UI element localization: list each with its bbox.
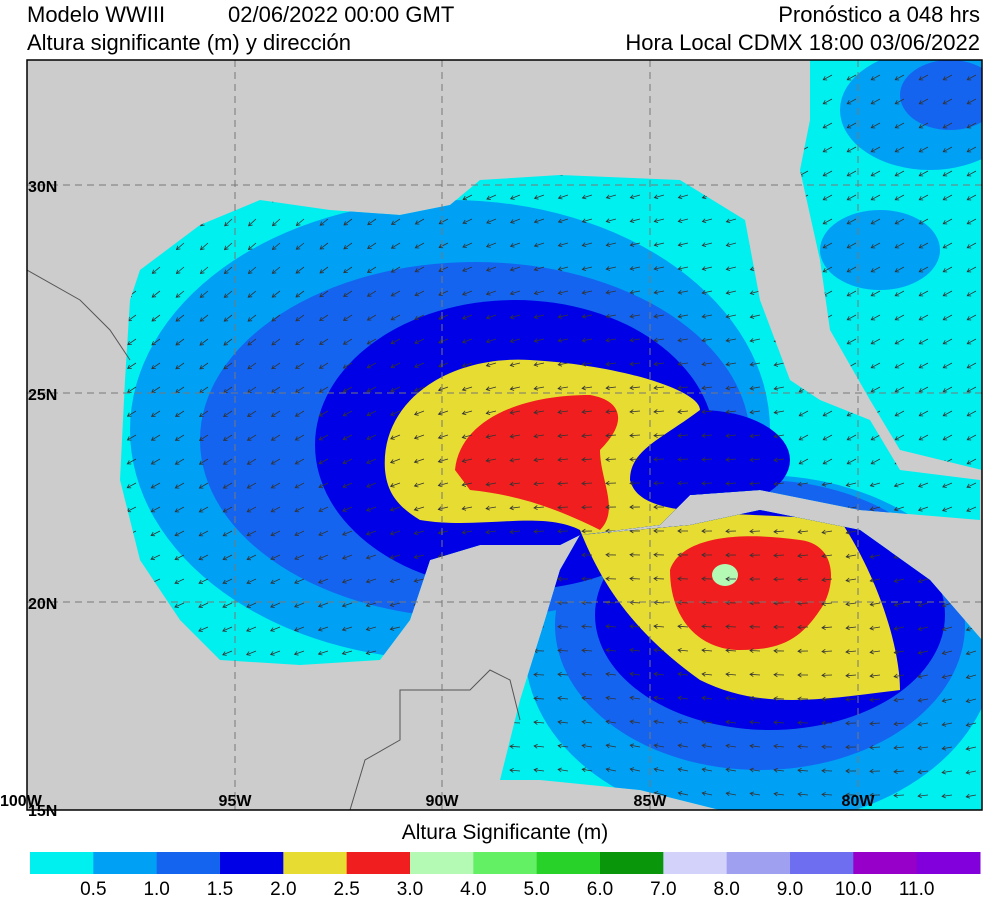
- colorbar-label: 2.0: [270, 879, 296, 898]
- colorbar-label: 6.0: [587, 879, 613, 898]
- lat-label: 15N: [28, 803, 57, 820]
- colorbar-label: 10.0: [835, 879, 872, 898]
- borders: [27, 269, 521, 810]
- map: [27, 60, 982, 810]
- lon-label: 85W: [634, 793, 668, 810]
- band-6: [712, 564, 738, 586]
- colorbar-label: 5.0: [523, 879, 549, 898]
- colorbar-swatch: [536, 852, 601, 874]
- colorbar-label: 11.0: [899, 879, 935, 898]
- lat-label: 30N: [28, 179, 57, 196]
- colorbar-swatch: [283, 852, 348, 874]
- colorbar-title: Altura Significante (m): [402, 821, 609, 844]
- lat-label: 20N: [28, 596, 57, 613]
- lon-label: 100W: [0, 793, 43, 810]
- colorbar-swatch: [473, 852, 538, 874]
- colorbar-swatch: [600, 852, 664, 874]
- colorbar-swatch: [790, 852, 854, 874]
- local-time: Hora Local CDMX 18:00 03/06/2022: [625, 30, 980, 55]
- subtitle: Altura significante (m) y dirección: [27, 30, 351, 55]
- colorbar-label: 8.0: [713, 879, 739, 898]
- colorbar-label: 1.0: [143, 879, 169, 898]
- lon-label: 95W: [219, 793, 253, 810]
- run-date: 02/06/2022 00:00 GMT: [228, 2, 454, 27]
- colorbar-swatch: [93, 852, 158, 874]
- colorbar-swatch: [156, 852, 221, 874]
- lon-label: 80W: [842, 793, 876, 810]
- colorbar-swatch: [30, 852, 94, 874]
- colorbar-label: 7.0: [650, 879, 676, 898]
- colorbar-swatch: [663, 852, 728, 874]
- colorbar: 0.5 1.0 1.5 2.0 2.5 3.0 4.0 5.0 6.0 7.0 8.0 9.0 10.0…: [30, 852, 981, 898]
- colorbar-label: 4.0: [460, 879, 486, 898]
- lon-label: 90W: [426, 793, 460, 810]
- colorbar-swatch: [726, 852, 791, 874]
- map-frame: [26, 59, 983, 811]
- colorbar-label: 3.0: [397, 879, 423, 898]
- colorbar-label: 2.5: [333, 879, 359, 898]
- colorbar-label: 1.5: [207, 879, 233, 898]
- colorbar-swatch: [220, 852, 284, 874]
- colorbar-swatch: [346, 852, 411, 874]
- colorbar-label: 9.0: [777, 879, 803, 898]
- band-5: [455, 395, 832, 650]
- graticule: [27, 60, 982, 810]
- wave-field: [120, 60, 982, 810]
- forecast-hour: Pronóstico a 048 hrs: [778, 2, 980, 27]
- lat-label: 25N: [28, 387, 57, 404]
- colorbar-label: 0.5: [80, 879, 106, 898]
- colorbar-swatch: [410, 852, 474, 874]
- colorbar-swatch: [916, 852, 981, 874]
- colorbar-swatch: [853, 852, 918, 874]
- model-name: Modelo WWIII: [27, 2, 165, 27]
